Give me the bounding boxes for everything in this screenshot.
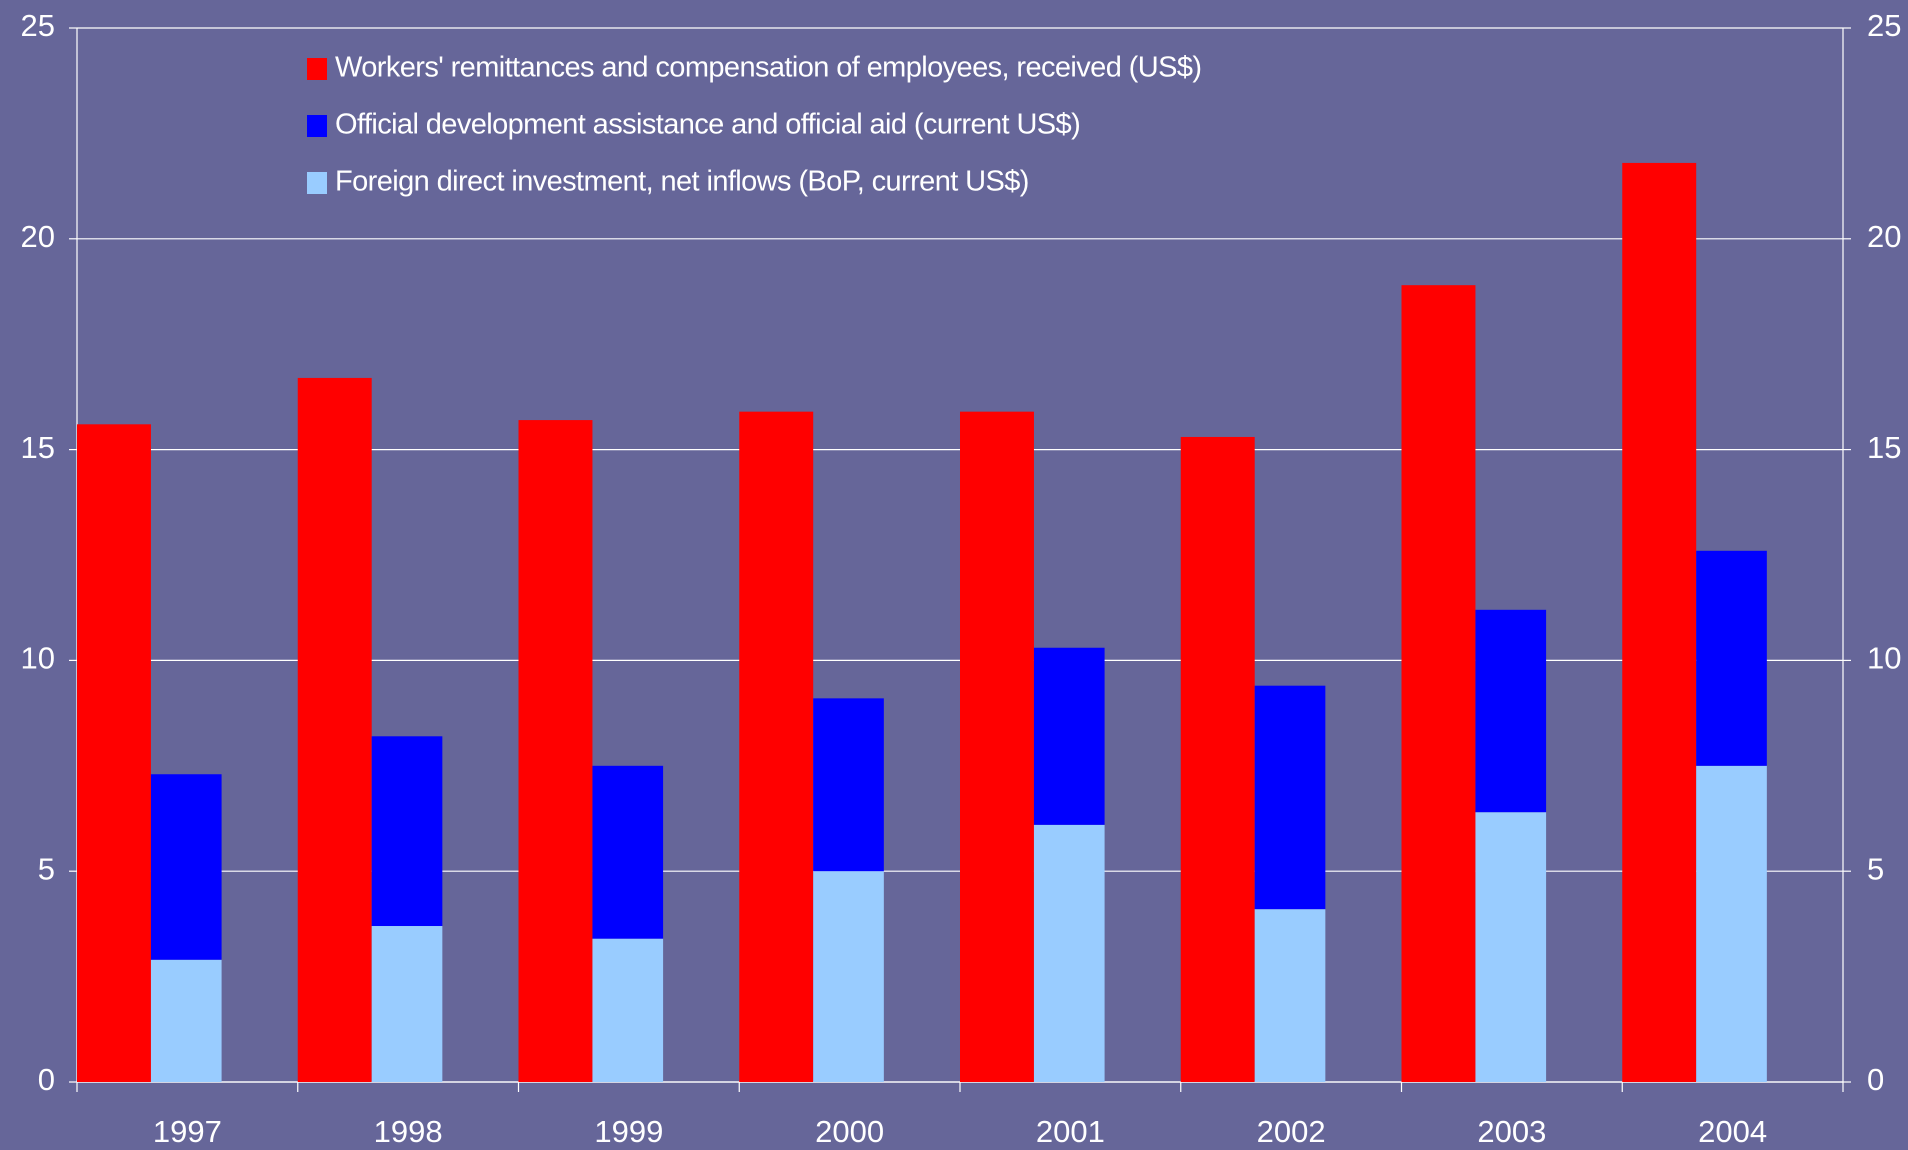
bar-segment: [1696, 765, 1767, 1082]
x-tick-label: 2000: [815, 1114, 884, 1149]
y-tick-label: 15: [21, 430, 55, 465]
y2-tick-label: 5: [1867, 851, 1884, 886]
x-tick-label: 2002: [1257, 1114, 1326, 1149]
bar-segment: [1475, 609, 1547, 813]
y2-tick-label: 15: [1867, 430, 1901, 465]
legend-swatch: [307, 172, 327, 194]
bar-segment: [150, 959, 222, 1082]
x-tick-label: 1998: [374, 1114, 443, 1149]
y2-tick-label: 20: [1867, 219, 1901, 254]
bar-segment: [371, 736, 443, 927]
bar-segment: [1475, 812, 1547, 1082]
bar-segment: [1254, 685, 1326, 910]
bar-segment: [813, 871, 884, 1082]
x-tick-label: 2001: [1036, 1114, 1105, 1149]
bar: [518, 420, 593, 1082]
bar-segment: [1254, 909, 1326, 1082]
bar: [77, 424, 151, 1083]
bar-segment: [592, 938, 664, 1082]
bar-segment: [592, 765, 664, 939]
bar-segment: [1033, 824, 1105, 1082]
y-tick-label: 10: [21, 641, 55, 676]
bar-segment: [371, 926, 443, 1082]
bar-segment: [150, 774, 222, 960]
y2-tick-label: 10: [1867, 641, 1901, 676]
legend-swatch: [307, 58, 327, 80]
x-tick-label: 1999: [594, 1114, 663, 1149]
bar-segment: [1033, 647, 1105, 825]
bar: [1180, 436, 1255, 1082]
y-tick-label: 5: [38, 851, 55, 886]
bar: [739, 411, 814, 1082]
y-tick-label: 25: [21, 8, 55, 43]
legend-swatch: [307, 115, 327, 137]
y2-tick-label: 0: [1867, 1062, 1884, 1097]
y-tick-label: 0: [38, 1062, 55, 1097]
bar-segment: [813, 698, 884, 872]
x-tick-label: 1997: [153, 1114, 222, 1149]
legend-label: Official development assistance and offi…: [335, 109, 1080, 141]
y-tick-label: 20: [21, 219, 55, 254]
y2-tick-label: 25: [1867, 8, 1901, 43]
bar: [1401, 285, 1476, 1082]
legend-label: Foreign direct investment, net inflows (…: [335, 166, 1029, 198]
bar: [960, 411, 1034, 1082]
bar-segment: [1696, 550, 1767, 766]
legend-label: Workers' remittances and compensation of…: [335, 52, 1201, 84]
x-tick-label: 2004: [1698, 1114, 1767, 1149]
x-tick-label: 2003: [1477, 1114, 1546, 1149]
bar: [1622, 162, 1697, 1083]
bar: [297, 377, 372, 1083]
